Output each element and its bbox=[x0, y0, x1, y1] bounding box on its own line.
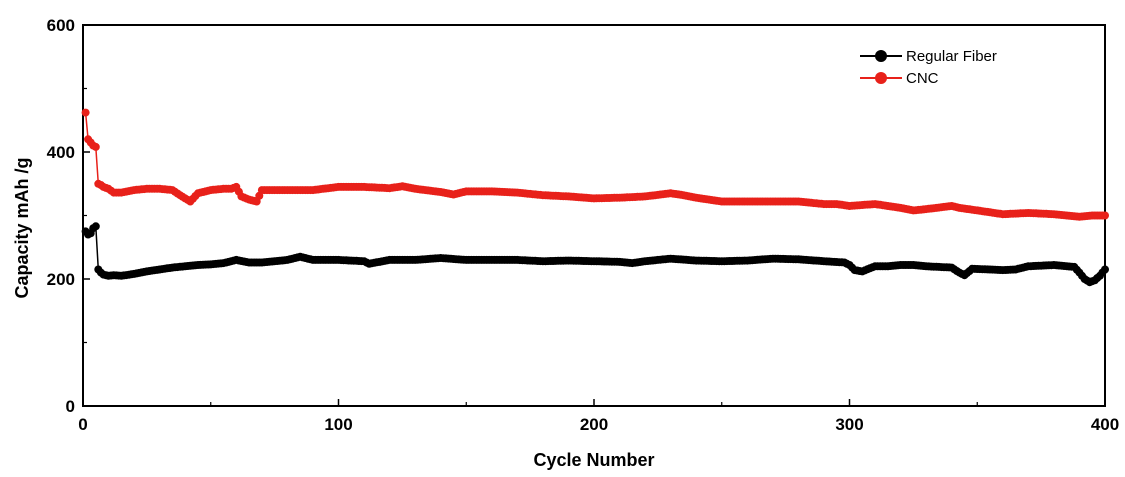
series-cnc bbox=[81, 108, 1109, 221]
series-regular-fiber bbox=[81, 222, 1109, 287]
plot-frame bbox=[82, 24, 1106, 407]
x-tick-label: 0 bbox=[78, 415, 87, 434]
y-tick-label: 200 bbox=[47, 270, 75, 289]
series-layer bbox=[81, 108, 1109, 287]
data-point bbox=[81, 108, 90, 117]
legend: Regular Fiber CNC bbox=[860, 48, 997, 87]
y-axis-title: Capacity mAh /g bbox=[12, 157, 32, 298]
x-axis-title: Cycle Number bbox=[533, 450, 654, 470]
y-tick-label: 0 bbox=[66, 397, 75, 416]
y-tick-label: 600 bbox=[47, 16, 75, 35]
legend-label: Regular Fiber bbox=[906, 48, 997, 65]
axis-ticks: 0 100 200 300 400 0 200 400 600 bbox=[47, 16, 1120, 434]
data-point bbox=[1101, 211, 1109, 220]
x-tick-label: 200 bbox=[580, 415, 608, 434]
legend-marker bbox=[875, 50, 887, 62]
legend-label: CNC bbox=[906, 70, 939, 87]
data-point bbox=[91, 142, 100, 151]
series-line bbox=[85, 224, 1106, 284]
x-tick-label: 300 bbox=[835, 415, 863, 434]
x-tick-label: 100 bbox=[324, 415, 352, 434]
data-point bbox=[1101, 265, 1109, 274]
data-point bbox=[91, 222, 100, 231]
y-tick-label: 400 bbox=[47, 143, 75, 162]
legend-marker bbox=[875, 72, 887, 84]
x-tick-label: 400 bbox=[1091, 415, 1119, 434]
